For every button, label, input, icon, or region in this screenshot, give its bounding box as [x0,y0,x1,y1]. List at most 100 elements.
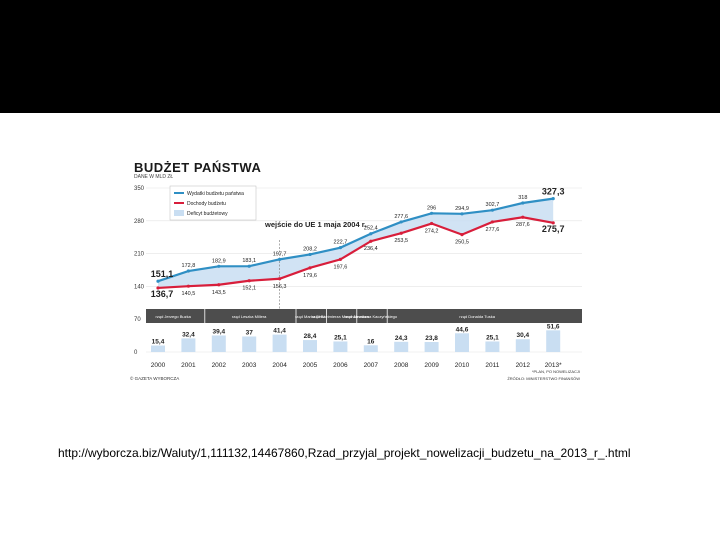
x-tick-label: 2006 [333,362,348,369]
data-label: 275,7 [542,224,565,234]
data-label: 236,4 [364,246,378,252]
government-label: rząd Jerzego Buzka [156,314,192,319]
data-label: 197,7 [273,251,287,257]
data-label: 277,6 [394,214,408,220]
legend-label: Deficyt budżetowy [187,211,228,217]
x-tick-label: 2008 [394,362,409,369]
data-label: 287,6 [516,222,530,228]
data-point [521,215,525,219]
data-point [551,197,555,201]
data-label: 253,5 [394,238,408,244]
deficit-bar [303,340,317,352]
budget-chart-figure: BUDŻET PAŃSTWA DANE W MLD ZŁ 350 280 210 14… [120,152,592,390]
data-point [156,286,160,290]
deficit-value-label: 28,4 [304,333,317,340]
deficit-bar [333,341,348,352]
legend-box [169,185,257,221]
chart-title: BUDŻET PAŃSTWA [134,160,262,175]
x-tick-label: 2011 [485,362,499,369]
data-point [521,201,525,205]
data-label: 294,9 [455,206,469,212]
data-label: 136,7 [151,289,174,299]
data-point [278,277,282,281]
deficit-bar [455,333,469,352]
government-label: rząd Donalda Tuska [459,314,495,319]
data-point [490,208,494,212]
deficit-value-label: 51,6 [547,323,560,330]
data-point [186,269,190,273]
data-label: 151,1 [151,269,174,279]
data-label: 318 [518,195,527,201]
deficit-value-label: 44,6 [456,326,469,333]
data-point [399,220,403,224]
data-label: 277,6 [486,227,500,233]
data-point [430,221,434,226]
x-tick-label: 2010 [455,362,470,369]
income-line [157,216,554,290]
data-label: 296 [427,205,436,211]
x-tick-label: 2007 [364,362,379,369]
government-band [146,309,582,323]
data-label: 182,9 [212,258,226,264]
data-label: 197,6 [334,264,348,270]
footnote-plan: *PLAN, PO NOWELIZACJI [532,369,580,374]
data-point [399,231,403,235]
x-tick-label: 2004 [272,362,287,369]
deficit-value-label: 41,4 [273,328,286,335]
y-tick-label: 350 [134,186,145,192]
data-point [369,232,373,236]
y-tick-label: 0 [134,350,138,356]
deficit-bar [181,338,196,352]
deficit-value-label: 15,4 [152,339,165,346]
data-label: 327,3 [542,187,565,197]
data-label: 172,8 [182,263,196,269]
x-tick-label: 2013* [545,362,562,369]
top-black-bar [0,0,720,113]
data-label: 179,6 [303,273,317,279]
deficit-bar [515,339,530,352]
x-tick-label: 2000 [151,362,166,369]
source-url-caption[interactable]: http://wyborcza.biz/Waluty/1,111132,1446… [58,446,631,460]
data-point [338,246,342,250]
data-label: 252,4 [364,226,378,232]
credit: © GAZETA WYBORCZA [130,375,179,381]
government-label: rząd Leszka Millera [232,314,267,319]
chart-svg: 350 280 210 140 70 0 Wydatki budżetu państwa Do… [130,185,582,381]
data-point [186,284,190,288]
data-point [217,283,221,287]
deficit-bar [242,336,257,352]
data-label: 183,1 [242,258,256,264]
x-tick-label: 2002 [212,362,227,369]
deficit-bar [151,345,165,352]
data-point [460,212,464,216]
x-tick-label: 2012 [516,362,531,369]
data-label: 143,5 [212,290,226,296]
deficit-bar [394,341,409,352]
x-tick-label: 2003 [242,362,257,369]
expenses-line [157,197,554,283]
data-point [369,239,373,243]
legend-label: Dochody budżetu [187,201,226,207]
legend-swatch [174,210,184,216]
data-point [217,264,221,268]
deficit-value-label: 24,3 [395,335,408,342]
deficit-value-label: 37 [246,329,254,336]
deficit-bar [272,334,287,352]
x-tick-label: 2001 [181,362,196,369]
deficit-bar [424,342,439,352]
deficit-value-label: 25,1 [334,334,347,341]
data-label: 274,2 [425,229,439,235]
data-point [308,252,312,257]
data-label: 140,5 [182,291,196,297]
deficit-bar [211,335,226,352]
data-point [338,257,342,262]
deficit-bar [485,341,500,352]
data-point [551,221,555,225]
y-tick-label: 70 [134,317,141,323]
deficit-value-label: 30,4 [516,332,529,339]
data-label: 222,7 [334,240,348,246]
y-tick-label: 280 [134,219,145,225]
data-point [247,279,251,283]
y-tick-label: 210 [134,252,145,258]
government-label: rząd Kazimierza Marcinkiewicza [312,314,370,319]
